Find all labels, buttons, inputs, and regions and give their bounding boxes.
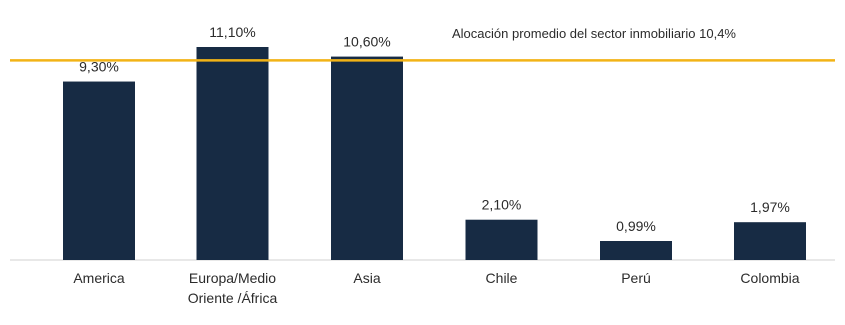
value-label: 2,10% (482, 197, 522, 213)
category-label: Asia (353, 270, 380, 286)
category-label: Colombia (740, 270, 799, 286)
reference-line-label: Alocación promedio del sector inmobiliar… (452, 26, 736, 41)
value-labels-group: 9,30% 11,10% 10,60% 2,10% 0,99% 1,97% (79, 24, 790, 234)
value-label: 1,97% (750, 199, 790, 215)
bar (465, 219, 538, 260)
category-label: Oriente /África (188, 290, 278, 306)
category-label: Chile (486, 270, 518, 286)
category-label: America (73, 270, 125, 286)
category-labels-group: America Europa/Medio Oriente /África Asia Ch… (73, 270, 799, 306)
value-label: 0,99% (616, 218, 656, 234)
value-label: 11,10% (209, 24, 255, 40)
category-label: Europa/Medio (189, 270, 276, 286)
bar (196, 47, 269, 260)
value-label: 10,60% (343, 34, 390, 50)
value-label: 9,30% (79, 59, 119, 75)
bars-group (63, 47, 806, 261)
bar (331, 56, 403, 261)
bar (63, 81, 135, 260)
bar (600, 241, 672, 260)
bar (734, 222, 806, 260)
category-label: Perú (621, 270, 651, 286)
